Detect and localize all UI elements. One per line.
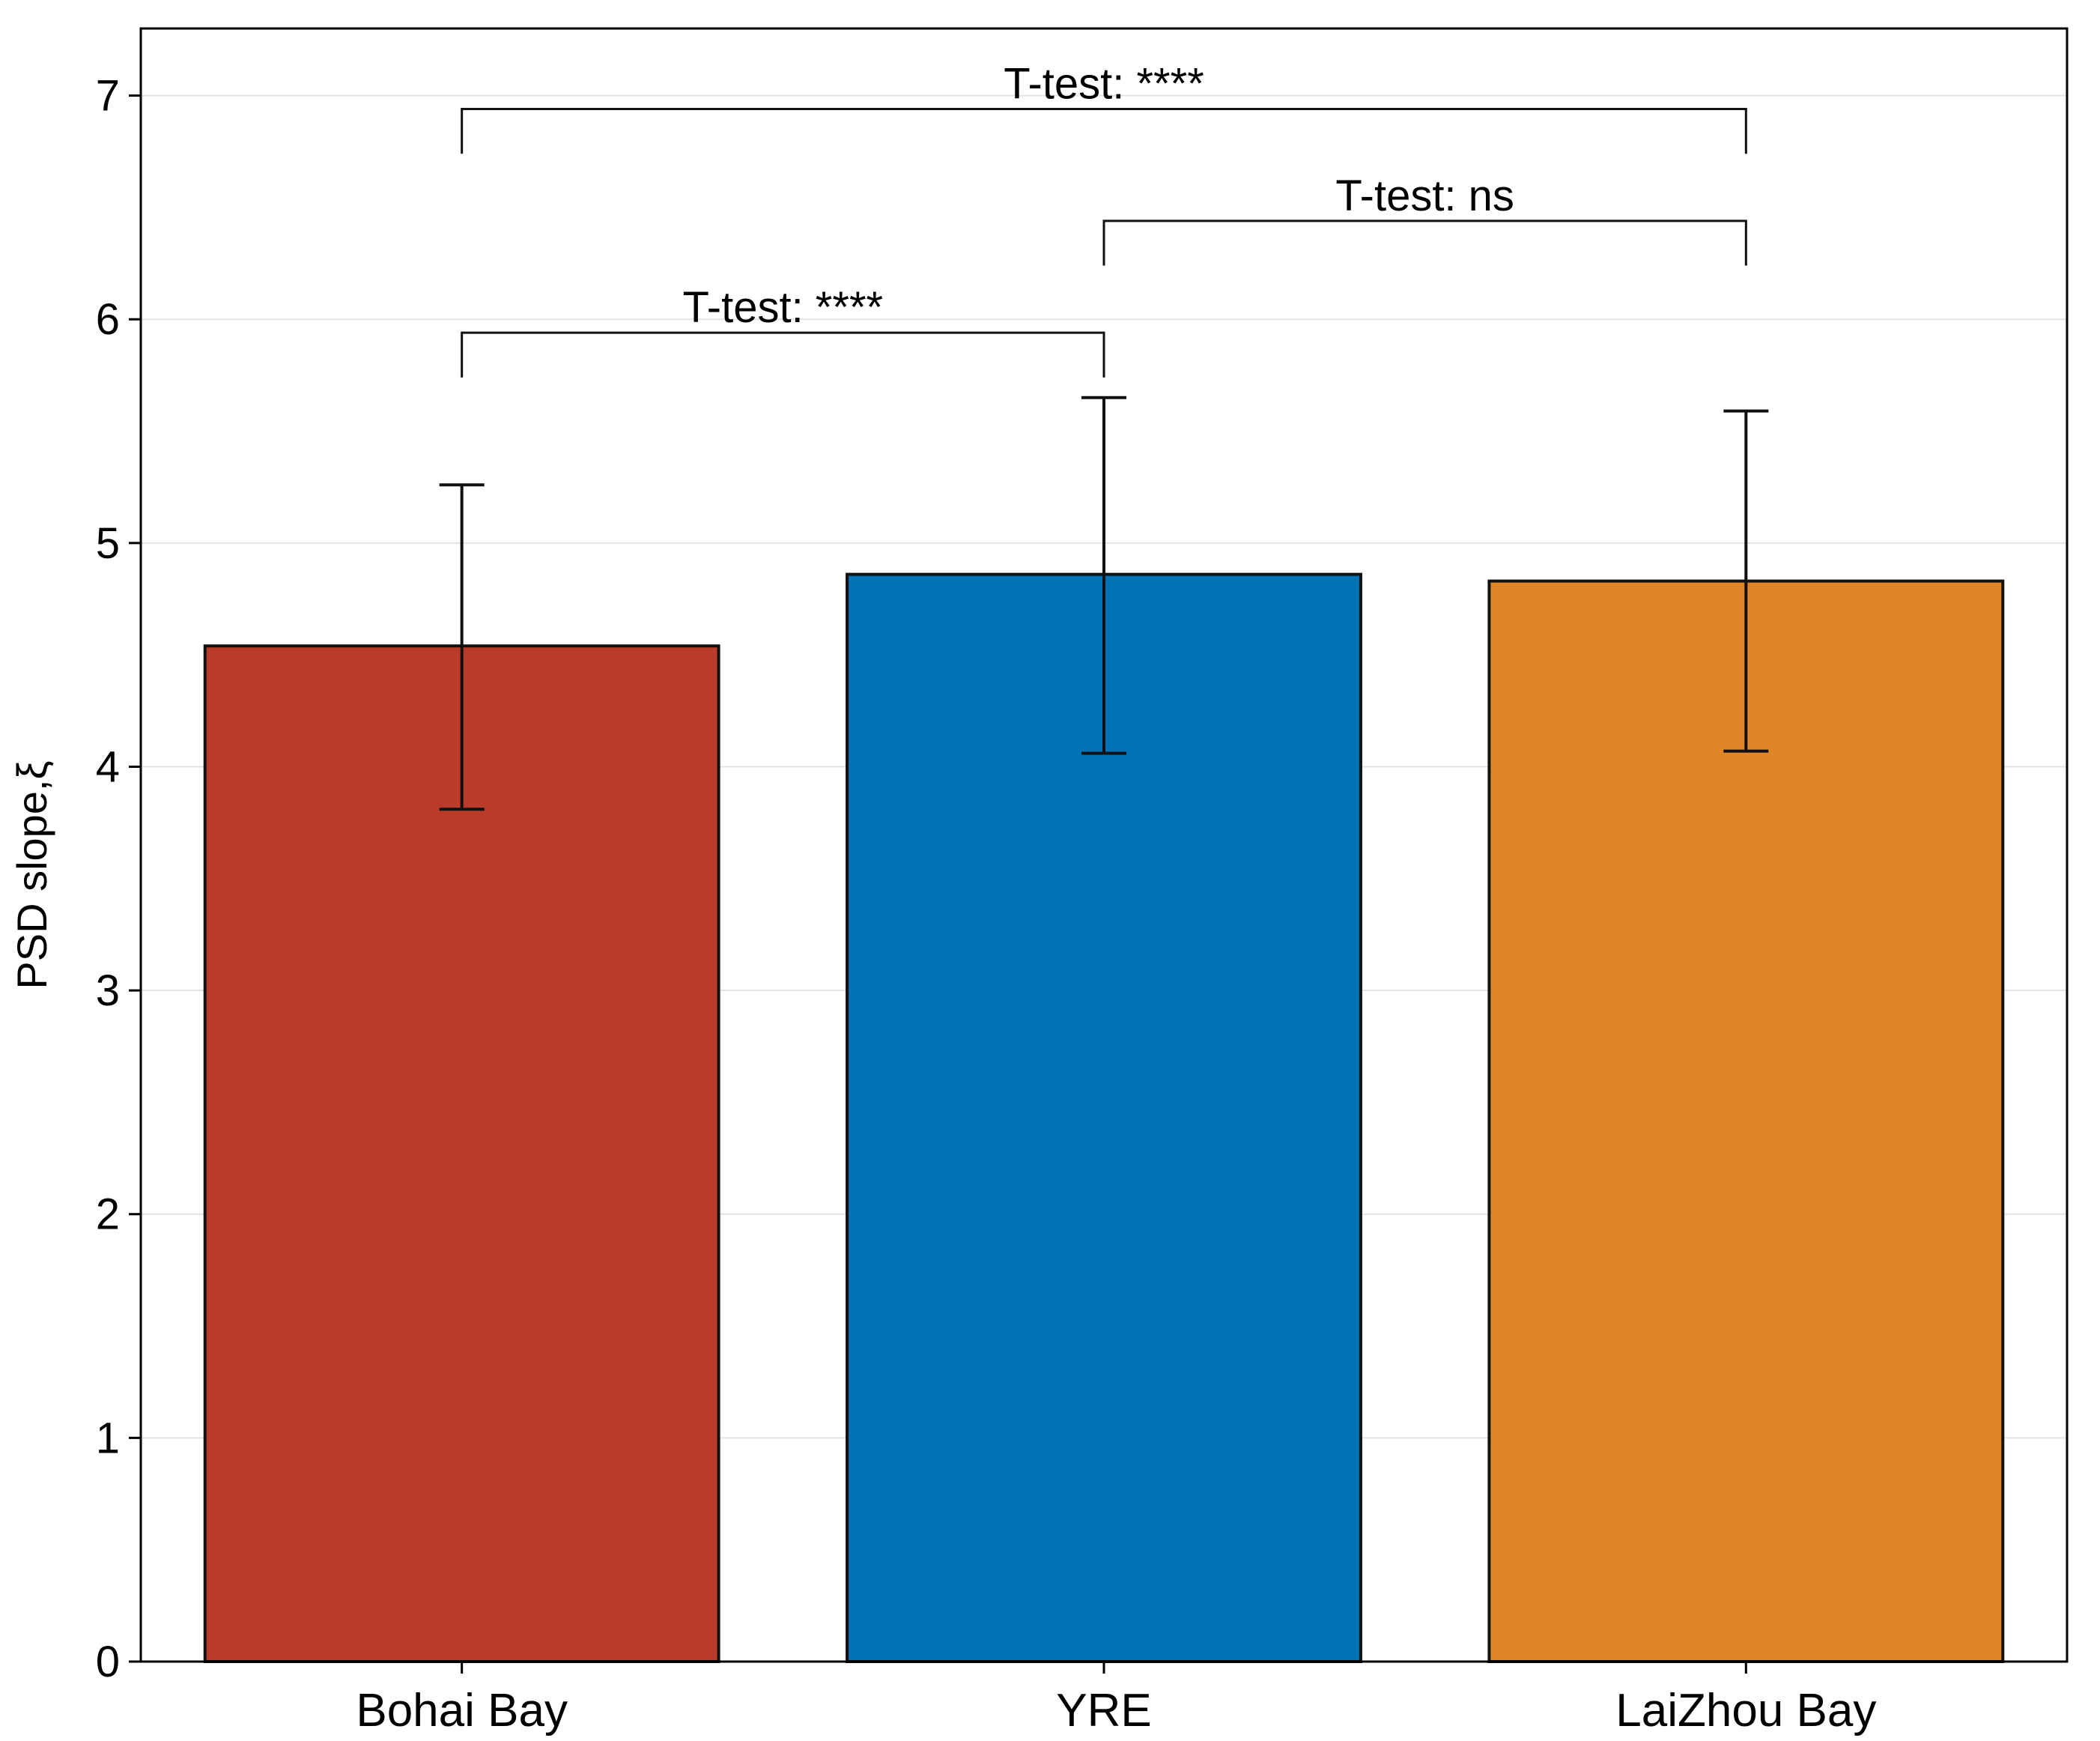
y-tick-label-3: 3 [96,966,120,1015]
significance-label-2: T-test: **** [683,283,884,332]
y-axis-label: PSD slope,ξ [8,760,55,989]
significance-bracket-1 [1102,219,1747,266]
bar-yre [846,572,1362,1663]
y-tick-label-1: 1 [96,1414,120,1462]
x-axis-ticks: Bohai Bay YRE LaiZhou Bay [356,1662,1876,1737]
y-tick-label-6: 6 [96,295,120,344]
error-bars-layer [439,396,1769,811]
y-axis-ticks: 0 1 2 3 4 5 6 7 [96,72,141,1686]
significance-label-0: T-test: **** [1004,60,1204,109]
significance-bracket-0 [461,108,1747,154]
y-tick-label-2: 2 [96,1190,120,1239]
x-tick-label-yre: YRE [1056,1685,1151,1737]
y-tick-label-0: 0 [96,1638,120,1686]
significance-layer: T-test: **** T-test: ns T-test: **** [461,60,1747,378]
y-tick-label-4: 4 [96,742,120,791]
significance-label-1: T-test: ns [1335,172,1514,220]
x-tick-label-laizhou-bay: LaiZhou Bay [1615,1685,1876,1737]
y-tick-label-5: 5 [96,519,120,568]
x-tick-label-bohai-bay: Bohai Bay [356,1685,568,1737]
y-tick-label-7: 7 [96,72,120,121]
significance-bracket-2 [461,331,1105,378]
